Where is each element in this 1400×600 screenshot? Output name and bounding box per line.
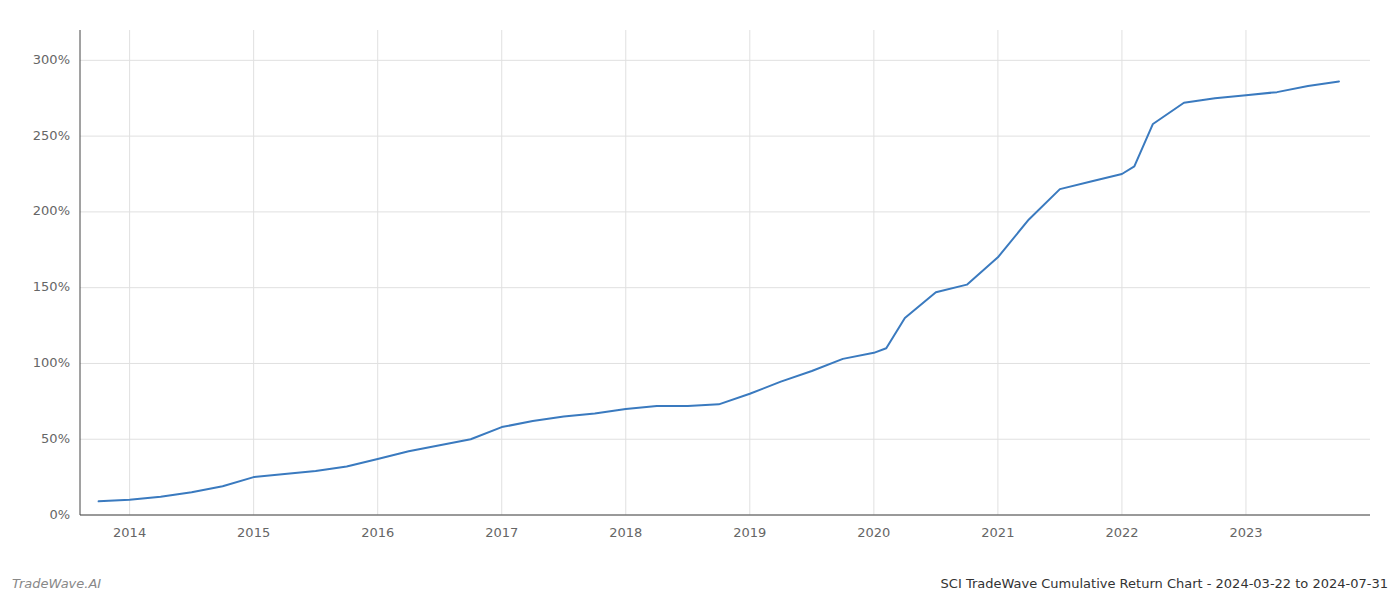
x-grid-line	[501, 30, 502, 515]
watermark: TradeWave.AI	[12, 576, 101, 591]
y-tick-label: 250%	[33, 128, 70, 143]
x-tick-label: 2015	[237, 525, 270, 540]
background	[0, 0, 1400, 600]
y-grid-line	[80, 211, 1370, 212]
x-tick-label: 2022	[1105, 525, 1138, 540]
x-tick-label: 2017	[485, 525, 518, 540]
x-grid-line	[129, 30, 130, 515]
y-grid-line	[80, 287, 1370, 288]
y-tick-label: 0%	[49, 507, 70, 522]
return-line	[99, 82, 1339, 502]
y-axis-line	[80, 30, 81, 515]
title: SCI TradeWave Cumulative Return Chart - …	[941, 576, 1388, 591]
chart: 0% 50% 100% 150% 200% 250% 300% 2014 2015 2016 201…	[0, 0, 1400, 600]
x-tick-label: 2020	[857, 525, 890, 540]
x-grid-line	[1245, 30, 1246, 515]
y-grid-line	[80, 439, 1370, 440]
x-axis-line	[80, 515, 1370, 516]
y-tick-label: 50%	[41, 431, 70, 446]
x-grid-line	[1121, 30, 1122, 515]
x-grid-line	[377, 30, 378, 515]
x-tick-label: 2019	[733, 525, 766, 540]
y-grid-line	[80, 515, 1370, 516]
y-grid-line	[80, 60, 1370, 61]
y-grid-line	[80, 363, 1370, 364]
x-tick-label: 2014	[113, 525, 146, 540]
x-grid-line	[873, 30, 874, 515]
x-tick-label: 2021	[981, 525, 1014, 540]
x-tick-label: 2016	[361, 525, 394, 540]
tick-labels: 0% 50% 100% 150% 200% 250% 300% 2014 2015 2016 201…	[33, 52, 1263, 540]
x-grid-line	[997, 30, 998, 515]
y-tick-label: 150%	[33, 279, 70, 294]
y-tick-label: 200%	[33, 203, 70, 218]
x-grid-line	[253, 30, 254, 515]
y-tick-label: 300%	[33, 52, 70, 67]
y-tick-label: 100%	[33, 355, 70, 370]
x-grid-line	[749, 30, 750, 515]
x-grid-line	[625, 30, 626, 515]
plot-area	[99, 82, 1339, 502]
x-tick-label: 2023	[1229, 525, 1262, 540]
grid	[80, 30, 1370, 515]
x-tick-label: 2018	[609, 525, 642, 540]
y-grid-line	[80, 136, 1370, 137]
